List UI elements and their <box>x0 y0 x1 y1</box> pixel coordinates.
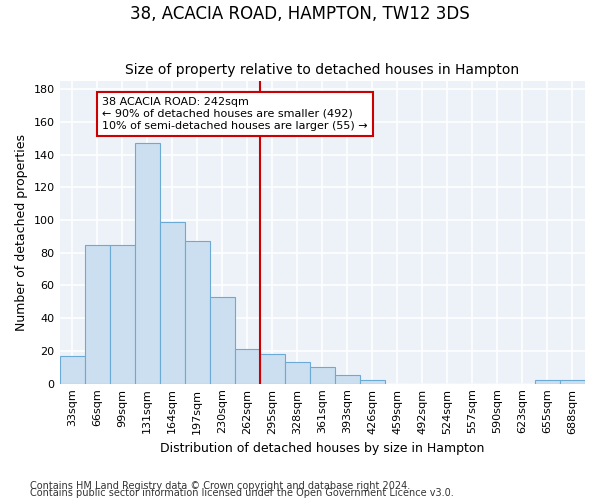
Bar <box>85 244 110 384</box>
Bar <box>560 380 585 384</box>
Bar <box>335 376 360 384</box>
Title: Size of property relative to detached houses in Hampton: Size of property relative to detached ho… <box>125 63 520 77</box>
Text: Contains public sector information licensed under the Open Government Licence v3: Contains public sector information licen… <box>30 488 454 498</box>
Bar <box>285 362 310 384</box>
Bar <box>209 297 235 384</box>
Bar <box>110 244 134 384</box>
Y-axis label: Number of detached properties: Number of detached properties <box>15 134 28 331</box>
Text: 38 ACACIA ROAD: 242sqm
← 90% of detached houses are smaller (492)
10% of semi-de: 38 ACACIA ROAD: 242sqm ← 90% of detached… <box>102 98 368 130</box>
Bar <box>535 380 560 384</box>
Bar <box>185 242 209 384</box>
Bar <box>260 354 285 384</box>
Bar <box>310 368 335 384</box>
Text: 38, ACACIA ROAD, HAMPTON, TW12 3DS: 38, ACACIA ROAD, HAMPTON, TW12 3DS <box>130 5 470 23</box>
Bar <box>134 143 160 384</box>
Bar <box>160 222 185 384</box>
Bar <box>59 356 85 384</box>
Bar <box>235 350 260 384</box>
X-axis label: Distribution of detached houses by size in Hampton: Distribution of detached houses by size … <box>160 442 484 455</box>
Text: Contains HM Land Registry data © Crown copyright and database right 2024.: Contains HM Land Registry data © Crown c… <box>30 481 410 491</box>
Bar <box>360 380 385 384</box>
